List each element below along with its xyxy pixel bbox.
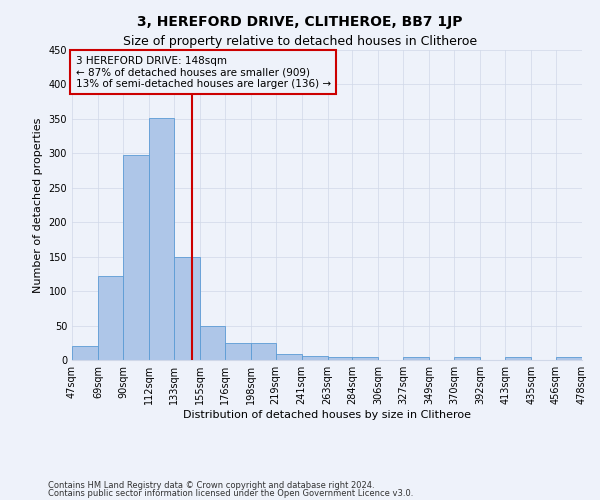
- Bar: [556, 357, 582, 360]
- Bar: [200, 326, 224, 360]
- Text: Size of property relative to detached houses in Clitheroe: Size of property relative to detached ho…: [123, 35, 477, 48]
- Bar: [302, 356, 328, 360]
- Bar: [123, 154, 149, 360]
- Bar: [505, 357, 531, 360]
- Bar: [174, 256, 200, 360]
- Bar: [328, 357, 352, 360]
- Text: 3, HEREFORD DRIVE, CLITHEROE, BB7 1JP: 3, HEREFORD DRIVE, CLITHEROE, BB7 1JP: [137, 15, 463, 29]
- Text: 3 HEREFORD DRIVE: 148sqm
← 87% of detached houses are smaller (909)
13% of semi-: 3 HEREFORD DRIVE: 148sqm ← 87% of detach…: [76, 56, 331, 88]
- Bar: [149, 118, 174, 360]
- Y-axis label: Number of detached properties: Number of detached properties: [33, 118, 43, 292]
- Bar: [403, 356, 430, 360]
- Bar: [224, 344, 251, 360]
- Bar: [352, 356, 379, 360]
- X-axis label: Distribution of detached houses by size in Clitheroe: Distribution of detached houses by size …: [183, 410, 471, 420]
- Text: Contains HM Land Registry data © Crown copyright and database right 2024.: Contains HM Land Registry data © Crown c…: [48, 480, 374, 490]
- Bar: [275, 354, 302, 360]
- Bar: [72, 346, 98, 360]
- Bar: [98, 276, 123, 360]
- Text: Contains public sector information licensed under the Open Government Licence v3: Contains public sector information licen…: [48, 489, 413, 498]
- Bar: [251, 344, 275, 360]
- Bar: [454, 357, 480, 360]
